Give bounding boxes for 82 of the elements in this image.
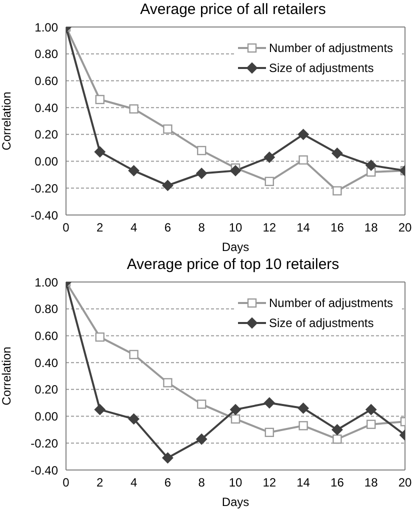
point <box>197 146 206 156</box>
x-tick-label: 16 <box>330 476 344 490</box>
x-tick-label: 4 <box>130 220 138 235</box>
x-tick-label: 6 <box>164 476 172 490</box>
point <box>197 400 206 409</box>
y-tick-label: 0.40 <box>34 356 58 370</box>
y-tick-label: 1.00 <box>34 20 58 34</box>
point <box>264 428 274 437</box>
point <box>128 165 140 176</box>
point <box>162 452 174 464</box>
legend-label: Number of adjustments <box>269 295 394 312</box>
legend-label: Size of adjustments <box>269 60 374 77</box>
point <box>94 146 106 158</box>
point <box>196 434 208 445</box>
y-tick-label: 0.80 <box>34 47 58 62</box>
y-tick-label: -0.40 <box>30 463 58 478</box>
point <box>298 128 309 140</box>
x-tick-label: 16 <box>330 220 344 235</box>
point <box>196 168 208 179</box>
point <box>163 124 172 134</box>
point <box>95 332 104 342</box>
y-tick-label: -0.40 <box>30 208 58 222</box>
x-tick-label: 2 <box>96 476 104 490</box>
x-tick-label: 4 <box>130 476 138 490</box>
point <box>298 402 309 414</box>
x-tick-label: 12 <box>262 476 276 490</box>
y-tick-label: 0.60 <box>34 74 58 88</box>
point <box>332 148 343 159</box>
x-tick-label: 8 <box>198 220 206 235</box>
point <box>162 180 174 191</box>
x-tick-label: 2 <box>96 220 104 235</box>
point <box>332 186 342 196</box>
x-tick-label: 6 <box>164 220 172 235</box>
point <box>298 155 308 165</box>
point <box>332 424 343 436</box>
y-tick-label: -0.20 <box>30 181 58 196</box>
point <box>230 404 241 416</box>
point <box>332 434 342 444</box>
point <box>230 414 240 424</box>
point <box>129 104 138 114</box>
y-tick-label: 0.00 <box>34 410 58 424</box>
x-tick-label: 20 <box>398 220 412 235</box>
point <box>94 404 106 416</box>
x-tick-label: 0 <box>62 220 70 235</box>
point <box>264 397 275 408</box>
y-axis-title: Correlation <box>0 92 14 150</box>
y-tick-label: 1.00 <box>34 275 58 290</box>
legend-label: Size of adjustments <box>269 315 374 332</box>
x-tick-label: 10 <box>228 220 242 235</box>
y-tick-label: -0.20 <box>30 436 58 450</box>
x-tick-label: 18 <box>364 476 378 490</box>
point <box>264 176 274 186</box>
x-tick-label: 18 <box>364 220 378 235</box>
y-tick-label: 0.60 <box>34 328 58 343</box>
point <box>128 413 140 424</box>
chart-title: Average price of all retailers <box>139 0 327 20</box>
y-tick-label: 0.20 <box>34 382 58 397</box>
point <box>366 160 377 171</box>
point <box>264 152 275 163</box>
y-tick-label: 0.20 <box>34 128 58 142</box>
x-tick-label: 20 <box>398 476 412 490</box>
point <box>129 350 138 360</box>
point <box>230 165 241 176</box>
x-tick-label: 14 <box>296 220 310 235</box>
legend-label: Number of adjustments <box>269 40 394 57</box>
y-axis-title: Correlation <box>0 346 14 406</box>
x-axis-title: Days <box>222 495 250 509</box>
y-tick-label: 0.80 <box>34 302 58 316</box>
x-axis-title: Days <box>222 240 250 254</box>
chart-title: Average price of top 10 retailers <box>126 255 340 275</box>
x-tick-label: 0 <box>62 476 70 490</box>
point <box>163 378 172 388</box>
x-tick-label: 10 <box>228 476 242 490</box>
x-tick-label: 8 <box>198 476 206 490</box>
y-tick-label: 0.40 <box>34 100 58 115</box>
y-tick-label: 0.00 <box>34 154 58 169</box>
point <box>366 404 377 416</box>
point <box>298 421 308 430</box>
x-tick-label: 12 <box>262 220 276 235</box>
point <box>366 420 376 429</box>
x-tick-label: 14 <box>296 476 310 490</box>
point <box>95 94 104 104</box>
